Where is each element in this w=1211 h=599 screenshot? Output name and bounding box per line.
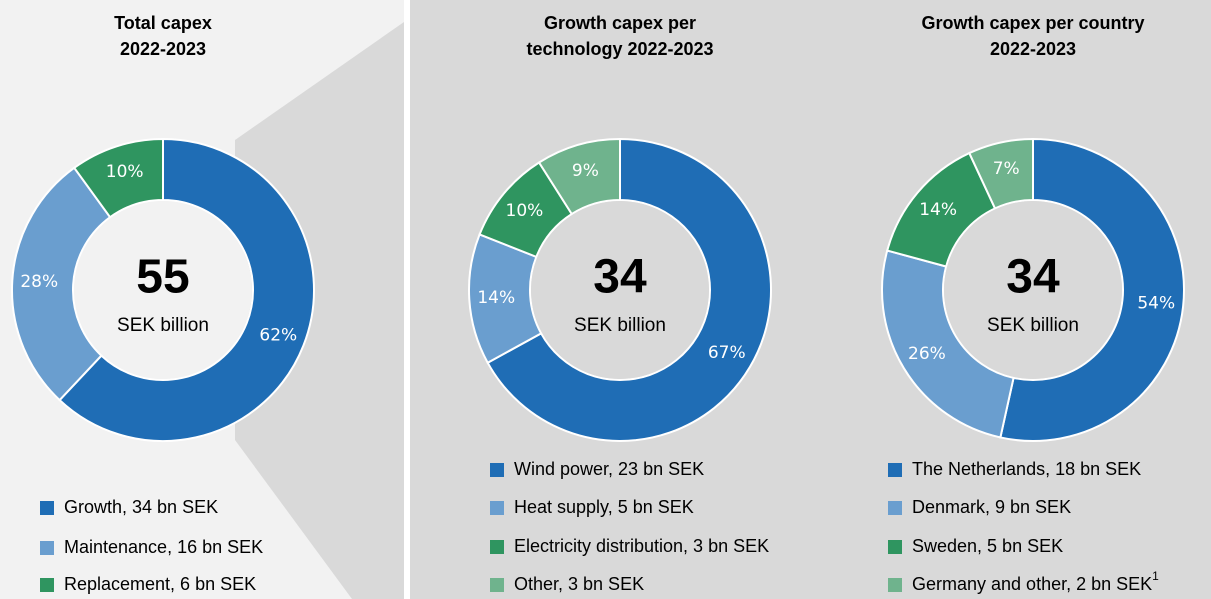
legend-label: Sweden, 5 bn SEK xyxy=(912,536,1063,556)
donut-segment xyxy=(999,137,1185,442)
chart-title: technology 2022-2023 xyxy=(526,39,713,59)
legend-swatch xyxy=(490,463,504,477)
donut-segment xyxy=(72,137,164,219)
center-unit: SEK billion xyxy=(574,315,666,336)
legend-text: Germany and other, 2 bn SEK xyxy=(912,574,1152,594)
donut-segment xyxy=(11,166,112,402)
legend-swatch xyxy=(40,578,54,592)
donut-segment xyxy=(537,137,621,216)
segment-label: 10% xyxy=(506,201,544,221)
segment-label: 7% xyxy=(993,159,1020,179)
chart-title: 2022-2023 xyxy=(120,39,206,59)
legend-label: Growth, 34 bn SEK xyxy=(64,497,218,517)
center-unit: SEK billion xyxy=(117,315,209,336)
legend-swatch xyxy=(40,541,54,555)
legend-label: Replacement, 6 bn SEK xyxy=(64,574,256,594)
segment-label: 54% xyxy=(1137,293,1175,313)
segment-label: 10% xyxy=(106,162,144,182)
center-total: 34 xyxy=(593,251,647,304)
legend-swatch xyxy=(888,501,902,515)
chart-title: Growth capex per country xyxy=(921,13,1144,33)
legend-label: Other, 3 bn SEK xyxy=(514,574,644,594)
donut-segment xyxy=(967,137,1034,210)
center-total: 55 xyxy=(136,251,189,304)
donut-segment xyxy=(58,137,315,442)
legend-swatch xyxy=(888,463,902,477)
legend-swatch xyxy=(888,578,902,592)
segment-label: 28% xyxy=(20,272,58,292)
legend-label: The Netherlands, 18 bn SEK xyxy=(912,459,1141,479)
donut-hole xyxy=(74,201,252,379)
legend-swatch xyxy=(888,540,902,554)
chart-title: Total capex xyxy=(114,13,212,33)
legend-swatch xyxy=(490,578,504,592)
donut-segment xyxy=(881,249,1015,439)
footnote-mark: 1 xyxy=(1152,569,1159,583)
legend-swatch xyxy=(490,540,504,554)
chart-title: Growth capex per xyxy=(544,13,696,33)
donut-hole xyxy=(944,201,1122,379)
center-total: 34 xyxy=(1006,251,1060,304)
legend-label: Electricity distribution, 3 bn SEK xyxy=(514,536,769,556)
segment-label: 14% xyxy=(919,200,957,220)
legend-label: Germany and other, 2 bn SEK1 xyxy=(912,569,1159,594)
chart-title: 2022-2023 xyxy=(990,39,1076,59)
legend-label: Wind power, 23 bn SEK xyxy=(514,459,704,479)
segment-label: 14% xyxy=(477,288,515,308)
legend-swatch xyxy=(40,501,54,515)
zoom-wedge xyxy=(235,22,404,599)
donut-segment xyxy=(486,137,772,442)
center-unit: SEK billion xyxy=(987,315,1079,336)
segment-label: 26% xyxy=(908,344,946,364)
donut-hole xyxy=(531,201,709,379)
segment-label: 67% xyxy=(708,343,746,363)
segment-label: 9% xyxy=(572,161,599,181)
legend-label: Heat supply, 5 bn SEK xyxy=(514,497,694,517)
segment-label: 62% xyxy=(259,326,297,346)
legend-label: Denmark, 9 bn SEK xyxy=(912,497,1071,517)
legend-label: Maintenance, 16 bn SEK xyxy=(64,537,263,557)
legend-swatch xyxy=(490,501,504,515)
